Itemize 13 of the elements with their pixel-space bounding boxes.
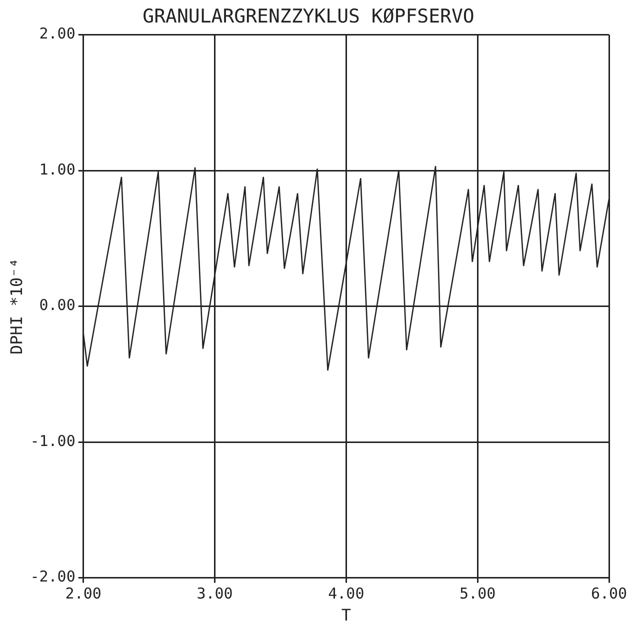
y-tick-label: -2.00	[30, 568, 76, 586]
x-axis-title: T	[341, 606, 352, 625]
x-tick-label: 3.00	[196, 584, 233, 603]
y-axis-title: DPHI *10⁻⁴	[6, 258, 26, 354]
x-tick-label: 6.00	[590, 584, 628, 603]
x-tick-label: 4.00	[328, 584, 364, 603]
y-tick-label: 0.00	[39, 296, 76, 314]
x-tick-label: 5.00	[460, 584, 496, 603]
y-tick-label: 2.00	[39, 24, 76, 43]
y-tick-label: -1.00	[30, 432, 76, 450]
x-tick-label: 2.00	[65, 584, 102, 603]
chart-title: GRANULARGRENZZYKLUS KØPFSERVO	[142, 5, 474, 28]
y-tick-label: 1.00	[39, 160, 76, 178]
